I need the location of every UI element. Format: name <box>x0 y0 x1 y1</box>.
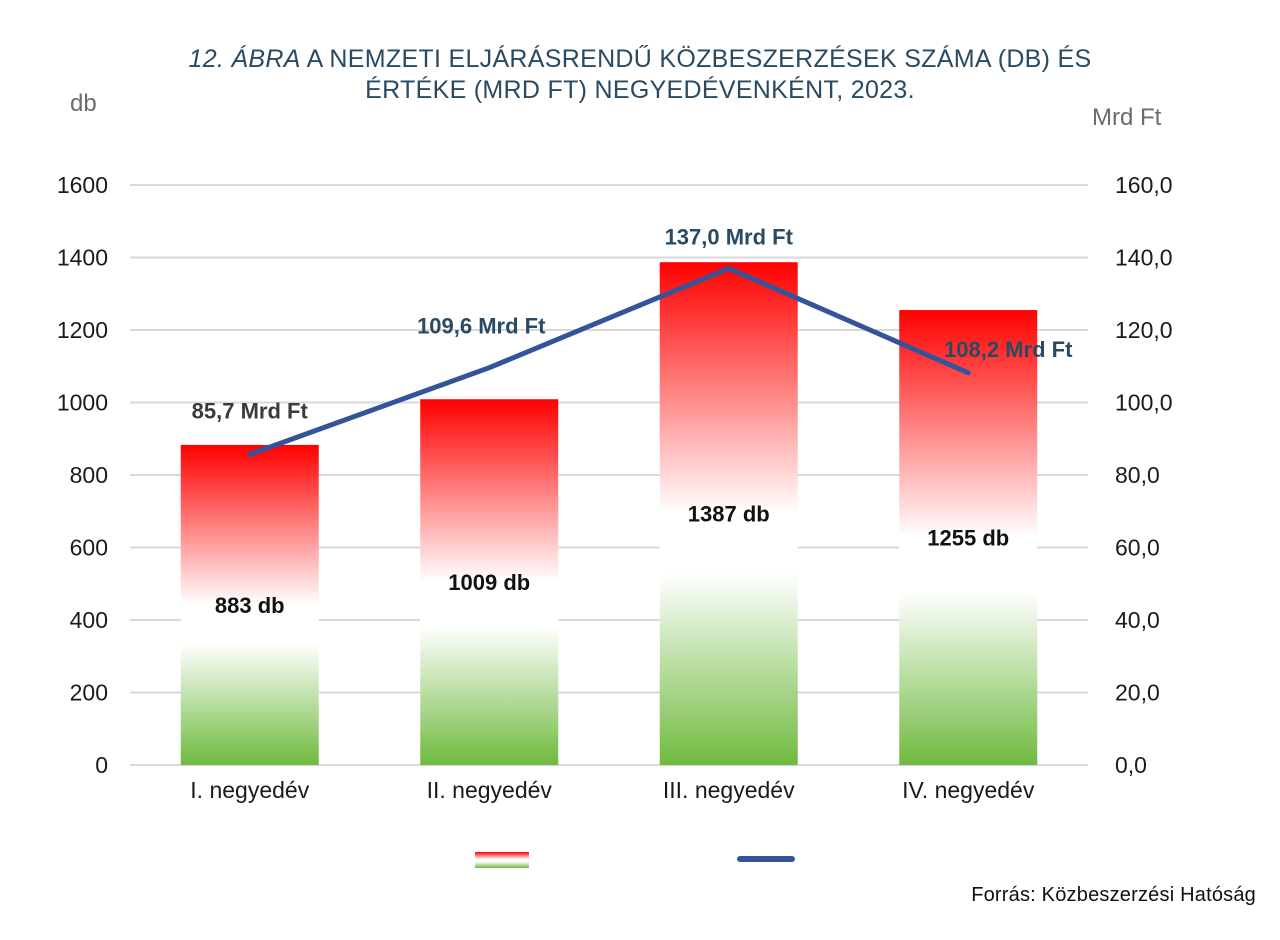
right-tick-label: 100,0 <box>1115 390 1173 416</box>
bar-data-label: 883 db <box>215 593 285 618</box>
right-tick-label: 80,0 <box>1115 462 1160 488</box>
bar <box>180 444 319 765</box>
line-data-label: 108,2 Mrd Ft <box>944 337 1073 362</box>
chart-title: 12. ÁBRA A NEMZETI ELJÁRÁSRENDŰ KÖZBESZE… <box>130 44 1150 106</box>
line-data-label: 85,7 Mrd Ft <box>192 398 309 423</box>
right-tick-label: 0,0 <box>1115 752 1147 778</box>
right-tick-label: 20,0 <box>1115 680 1160 706</box>
left-tick-label: 1000 <box>57 390 108 416</box>
left-tick-label: 0 <box>95 752 108 778</box>
title-line1: A NEMZETI ELJÁRÁSRENDŰ KÖZBESZERZÉSEK SZ… <box>306 45 1092 73</box>
x-tick-label: I. negyedév <box>190 777 309 803</box>
right-tick-label: 40,0 <box>1115 607 1160 633</box>
left-tick-label: 1200 <box>57 317 108 343</box>
x-tick-label: III. negyedév <box>663 777 795 803</box>
x-tick-label: II. negyedév <box>427 777 553 803</box>
title-line2: ÉRTÉKE (MRD FT) NEGYEDÉVENKÉNT, 2023. <box>365 76 915 104</box>
right-tick-label: 60,0 <box>1115 535 1160 561</box>
line-data-label: 109,6 Mrd Ft <box>417 314 546 339</box>
left-axis-unit: db <box>70 90 97 117</box>
right-axis-unit: Mrd Ft <box>1092 104 1162 131</box>
bar <box>420 399 559 765</box>
right-tick-label: 140,0 <box>1115 245 1173 271</box>
bar-data-label: 1009 db <box>448 570 530 595</box>
bar-data-label: 1255 db <box>927 526 1009 551</box>
right-tick-label: 160,0 <box>1115 172 1173 198</box>
legend-bar-swatch <box>475 852 529 868</box>
right-tick-label: 120,0 <box>1115 317 1173 343</box>
source-note: Forrás: Közbeszerzési Hatóság <box>971 884 1256 906</box>
left-tick-label: 1600 <box>57 172 108 198</box>
left-tick-label: 400 <box>70 607 108 633</box>
left-tick-label: 800 <box>70 462 108 488</box>
bar-data-label: 1387 db <box>688 502 770 527</box>
left-tick-label: 600 <box>70 535 108 561</box>
x-tick-label: IV. negyedév <box>902 777 1035 803</box>
left-tick-label: 200 <box>70 680 108 706</box>
bar <box>659 262 798 765</box>
title-prefix: 12. ÁBRA <box>188 45 301 73</box>
left-tick-label: 1400 <box>57 245 108 271</box>
line-data-label: 137,0 Mrd Ft <box>665 224 794 249</box>
bar <box>899 310 1038 765</box>
value-line <box>247 265 971 457</box>
